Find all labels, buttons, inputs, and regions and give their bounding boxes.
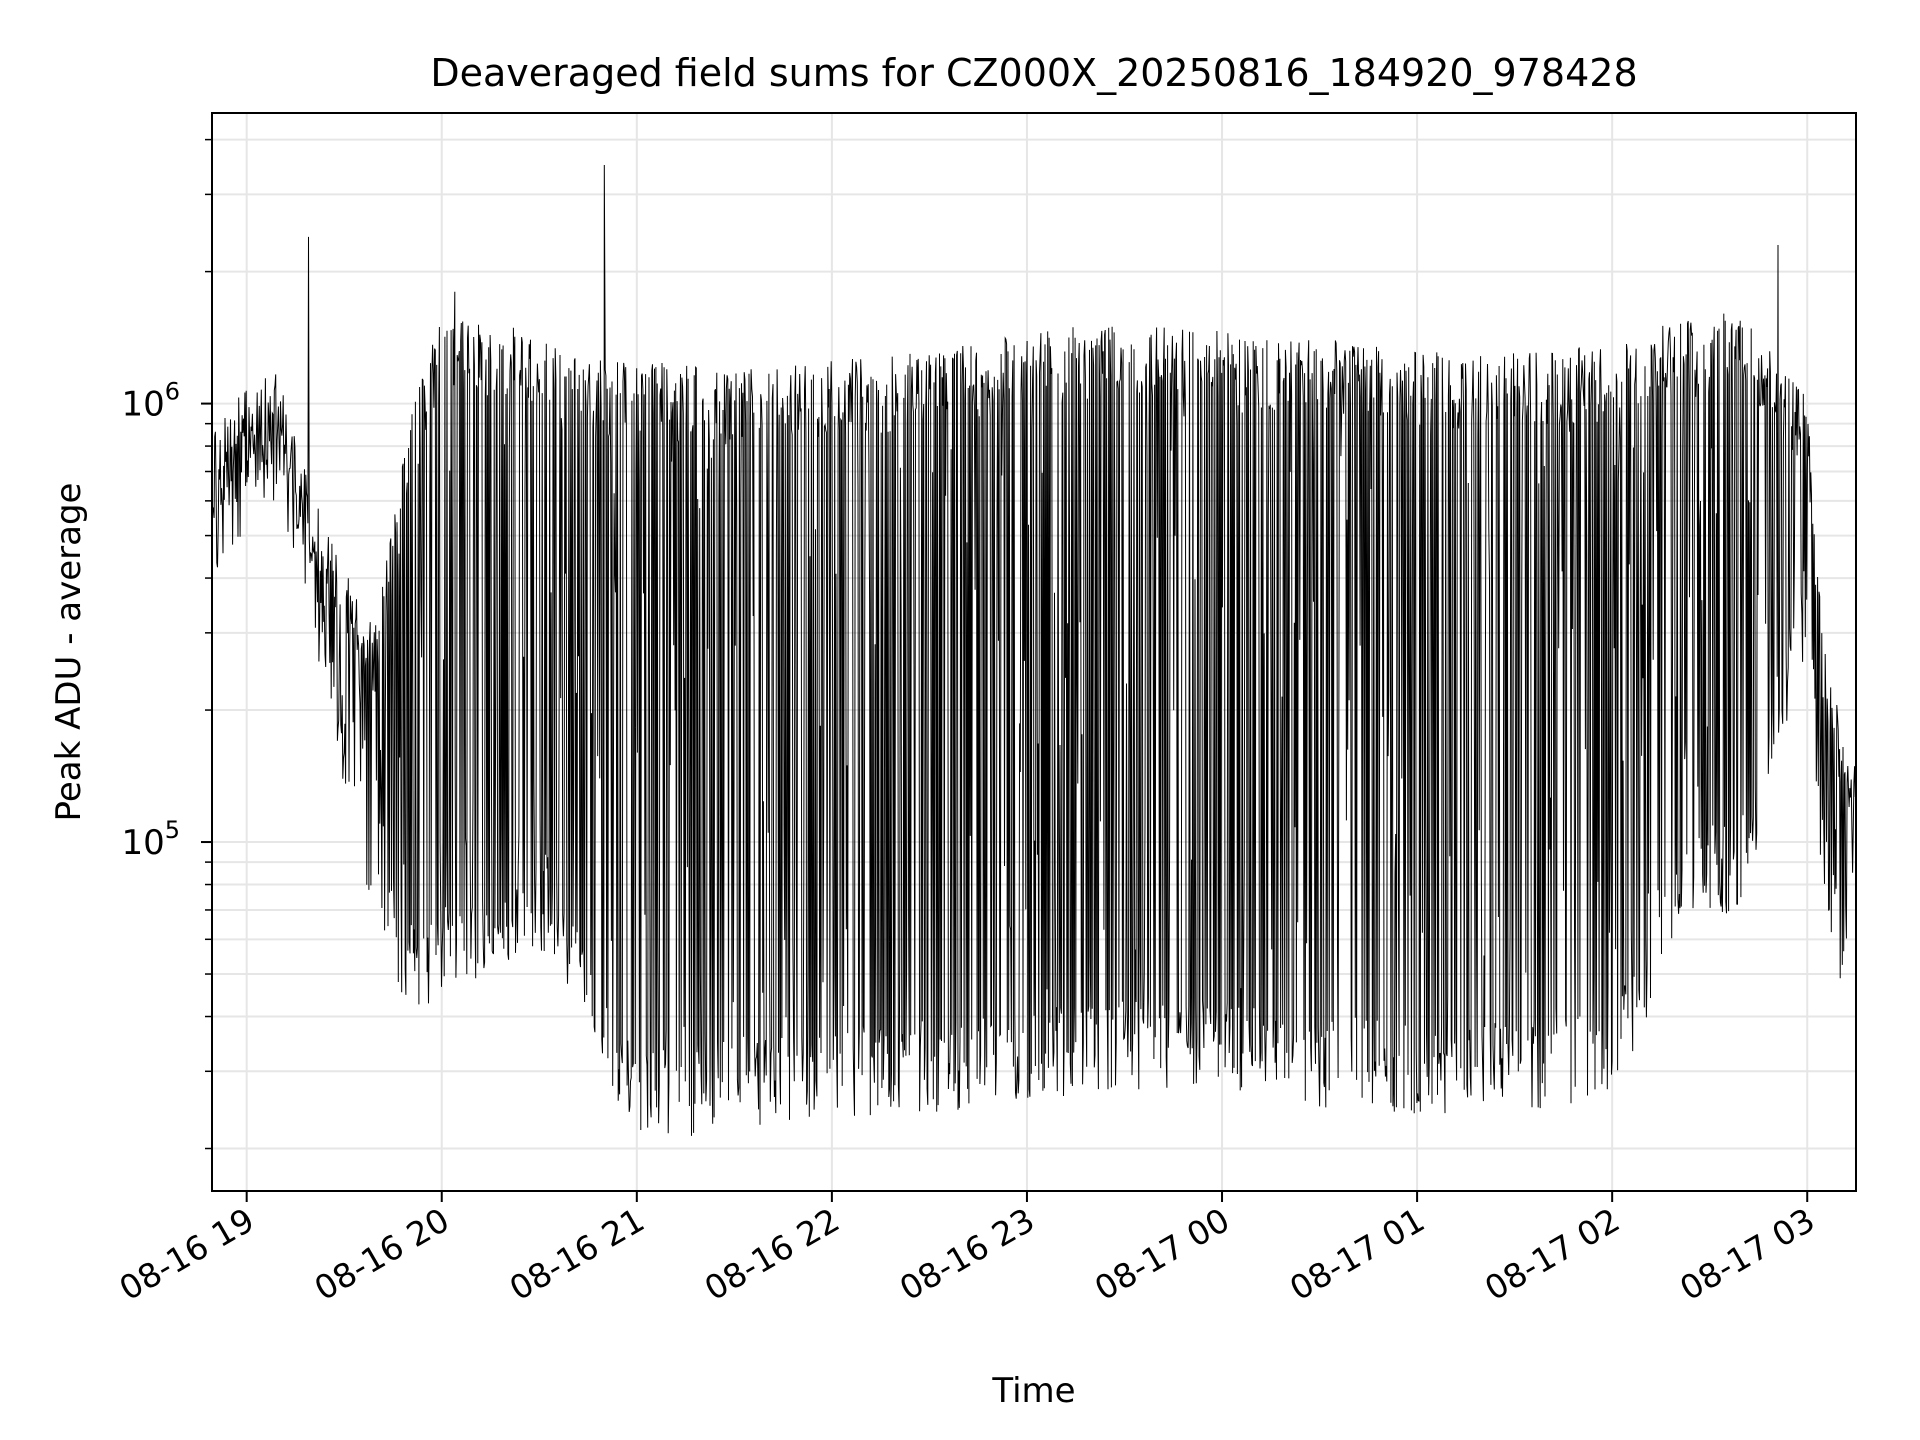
chart-title: Deaveraged field sums for CZ000X_2025081… — [430, 51, 1637, 95]
y-tick-label: 105 — [121, 816, 180, 863]
plot-frame — [211, 112, 1857, 1192]
x-axis-label: Time — [991, 1371, 1075, 1411]
series-layer — [211, 164, 1857, 1136]
y-tick-label: 106 — [121, 378, 180, 425]
series-line — [211, 164, 1857, 1136]
y-axis-label: Peak ADU - average — [49, 483, 89, 822]
y-axis: 105 106 — [121, 138, 212, 1150]
